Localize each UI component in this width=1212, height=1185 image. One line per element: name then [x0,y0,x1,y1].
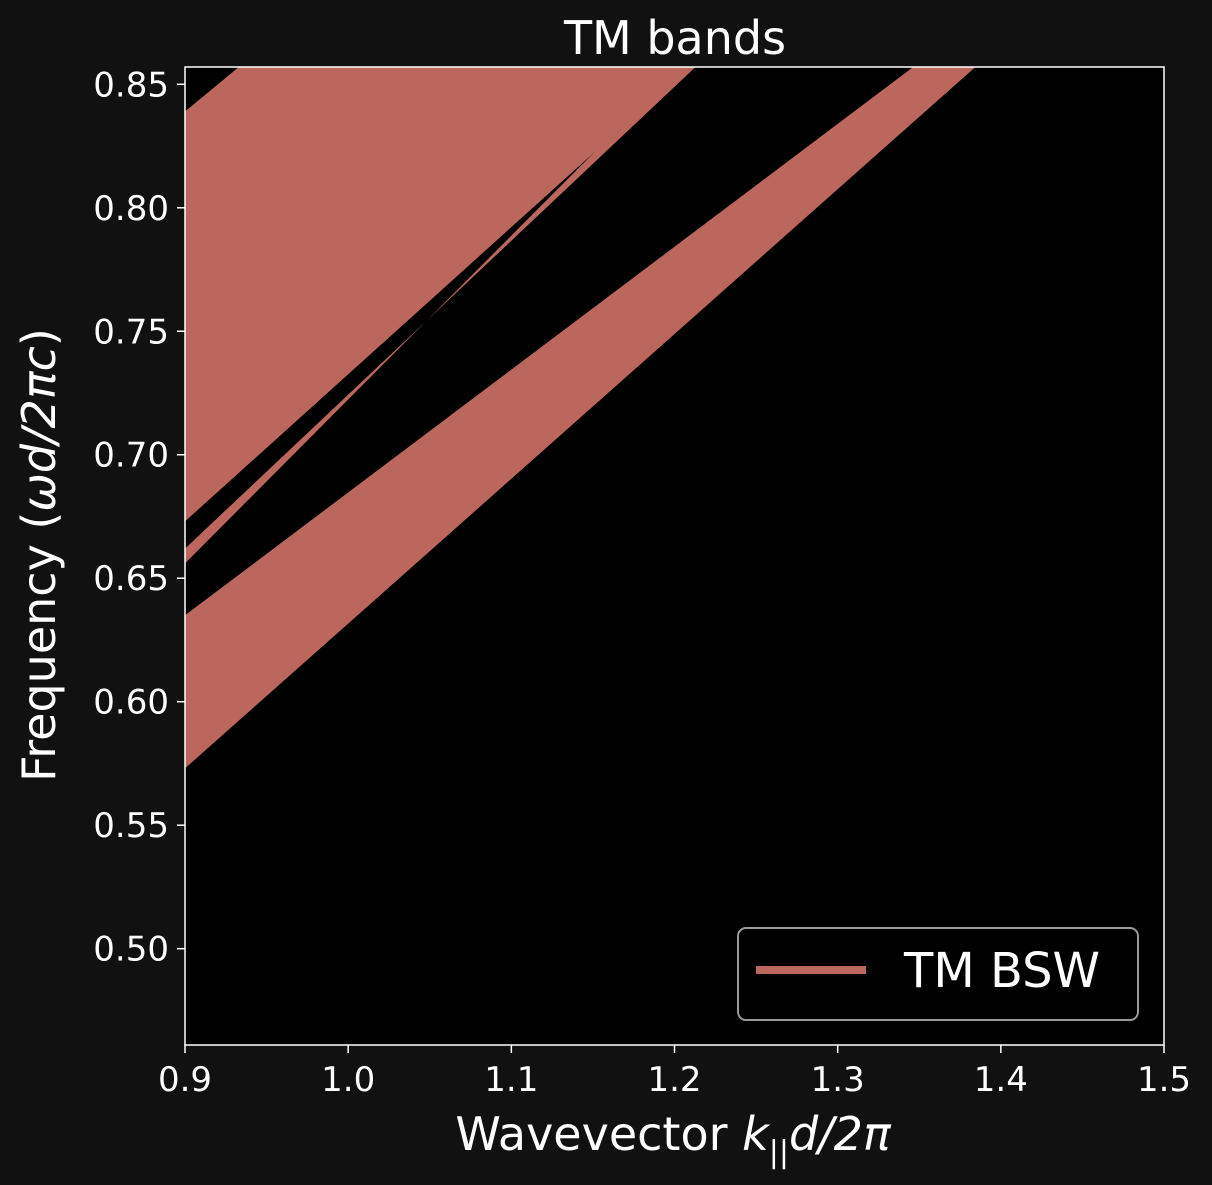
x-tick-label: 1.3 [811,1060,865,1100]
x-axis-label-var: k [742,1107,771,1161]
chart-title: TM bands [563,11,786,65]
y-tick-label: 0.55 [93,806,169,846]
x-tick-label: 1.2 [647,1060,701,1100]
y-tick-label: 0.85 [93,65,169,105]
x-tick-label: 1.4 [974,1060,1028,1100]
x-tick-label: 1.5 [1137,1060,1191,1100]
y-tick-label: 0.60 [93,683,169,723]
y-axis-label-suffix: ) [12,328,66,346]
x-axis-ticks: 0.9 1.0 1.1 1.2 1.3 1.4 1.5 [158,1045,1191,1100]
y-axis-label-prefix: Frequency ( [12,512,66,782]
bands-group [185,67,976,769]
band-1 [185,67,689,522]
y-tick-label: 0.65 [93,559,169,599]
y-axis-label: Frequency (ωd/2πc) [12,328,66,782]
x-axis-label: Wavevector k||d/2π [455,1107,892,1170]
x-tick-label: 1.0 [321,1060,375,1100]
y-axis-label-math: ωd/2πc [12,346,66,511]
legend-label: TM BSW [903,943,1100,999]
y-tick-label: 0.80 [93,189,169,229]
x-axis-label-subscript: || [769,1135,789,1170]
legend: TM BSW [737,927,1139,1021]
x-axis-label-suffix: d/2π [789,1107,892,1161]
x-tick-label: 1.1 [484,1060,538,1100]
y-tick-label: 0.50 [93,930,169,970]
plot-area [184,66,1165,1046]
band-3 [185,67,976,769]
x-tick-label: 0.9 [158,1060,212,1100]
x-axis-label-prefix: Wavevector [455,1107,742,1161]
y-axis-ticks: 0.50 0.55 0.60 0.65 0.70 0.75 0.80 0.85 [93,65,185,970]
y-tick-label: 0.70 [93,436,169,476]
y-tick-label: 0.75 [93,312,169,352]
legend-box [737,927,1139,1021]
